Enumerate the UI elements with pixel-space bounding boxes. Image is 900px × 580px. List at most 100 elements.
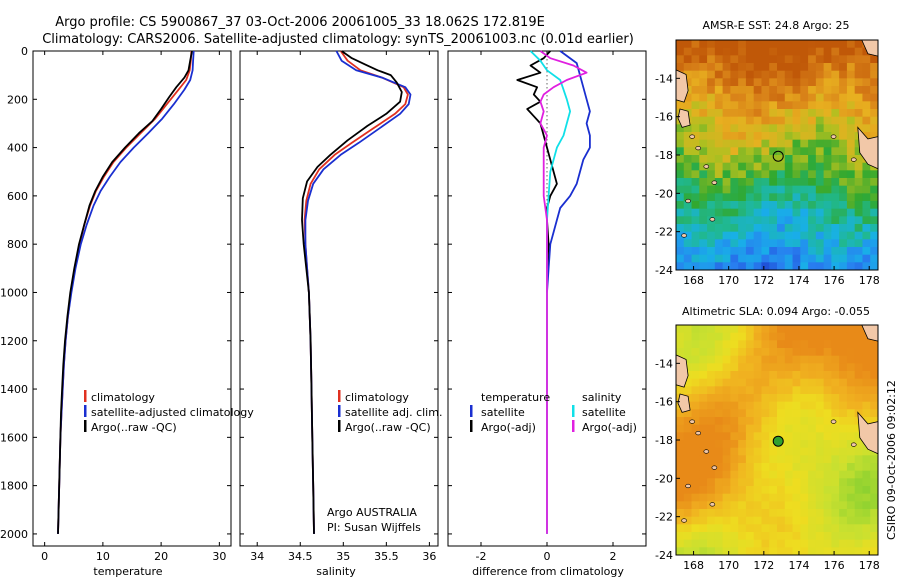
map-field-cell [699,516,708,525]
map-field-cell [738,486,747,495]
map-field-cell [839,109,848,118]
sst-map-land [675,39,879,238]
map-field-cell [808,447,817,456]
map-field-cell [800,470,809,479]
map-field-cell [823,447,832,456]
map-field-cell [722,371,731,380]
map-field-cell [823,116,832,125]
map-field-cell [683,193,692,202]
map-field-cell [839,247,848,256]
map-field-cell [831,124,840,133]
map-field-cell [707,417,716,426]
map-field-cell [730,501,739,510]
map-field-cell [730,201,739,210]
map-field-cell [738,101,747,110]
map-field-cell [691,409,700,418]
map-field-cell [714,493,724,502]
map-field-cell [722,124,731,133]
map-field-cell [800,401,809,410]
map-field-cell [730,447,739,456]
map-field-cell [722,447,731,456]
map-field-cell [784,371,793,380]
map-field-cell [846,231,856,240]
map-field-cell [699,254,708,263]
map-field-cell [839,178,848,187]
map-field-cell [676,516,685,525]
map-field-cell [699,185,708,194]
map-field-cell [676,185,685,194]
map-field-cell [676,216,685,225]
map-field-cell [745,547,755,556]
map-field-cell [846,139,856,148]
map-field-cell [823,178,832,187]
map-field-cell [714,409,724,418]
map-field-cell [676,231,685,240]
map-field-cell [854,432,863,441]
map-field-cell [722,47,731,56]
map-field-cell [699,539,708,548]
map-field-cell [831,486,840,495]
map-field-cell [676,325,685,334]
map-field-cell [769,340,778,349]
map-field-cell [676,386,685,395]
map-field-cell [846,155,856,164]
legend-swatch-argo [338,420,341,432]
map-field-cell [792,93,801,102]
map-field-cell [831,78,840,87]
legend-swatch-temp-argo [470,420,473,432]
map-field-cell [745,201,755,210]
map-field-cell [846,208,856,217]
map-field-cell [777,47,786,56]
map-field-cell [792,332,801,341]
map-field-cell [769,547,778,556]
map-field-cell [761,231,770,240]
map-field-cell [815,101,825,110]
map-field-cell [683,417,692,426]
map-field-cell [846,524,856,533]
map-field-cell [683,363,692,372]
map-field-cell [854,178,863,187]
map-field-cell [769,509,778,518]
map-field-cell [714,86,724,95]
map-field-cell [808,332,817,341]
map-field-cell [745,409,755,418]
map-field-cell [792,478,801,487]
map-field-cell [784,509,793,518]
map-field-cell [753,116,762,125]
map-field-cell [808,224,817,233]
map-field-cell [823,340,832,349]
map-field-cell [839,386,848,395]
map-field-cell [854,386,863,395]
map-field-cell [691,124,700,133]
map-field-cell [808,401,817,410]
map-field-cell [738,378,747,387]
map-field-cell [761,470,770,479]
map-field-cell [808,394,817,403]
map-field-cell [738,332,747,341]
map-field-cell [761,193,770,202]
map-field-cell [745,378,755,387]
map-field-cell [745,432,755,441]
map-field-cell [722,109,731,118]
map-field-cell [808,509,817,518]
map-field-cell [699,170,708,179]
map-field-cell [854,231,863,240]
map-field-cell [699,78,708,87]
map-field-cell [815,216,825,225]
map-field-cell [831,501,840,510]
map-field-cell [862,93,871,102]
map-field-cell [784,455,793,464]
map-field-cell [808,424,817,433]
map-field-cell [870,478,879,487]
map-field-cell [800,224,809,233]
map-field-cell [753,539,762,548]
map-field-cell [862,63,871,72]
map-field-cell [722,455,731,464]
map-field-cell [722,332,731,341]
depth-tick-label: 1400 [0,383,28,396]
map-field-cell [784,55,793,64]
map-field-cell [808,170,817,179]
map-field-cell [800,216,809,225]
map-field-cell [707,386,716,395]
map-field-cell [707,486,716,495]
